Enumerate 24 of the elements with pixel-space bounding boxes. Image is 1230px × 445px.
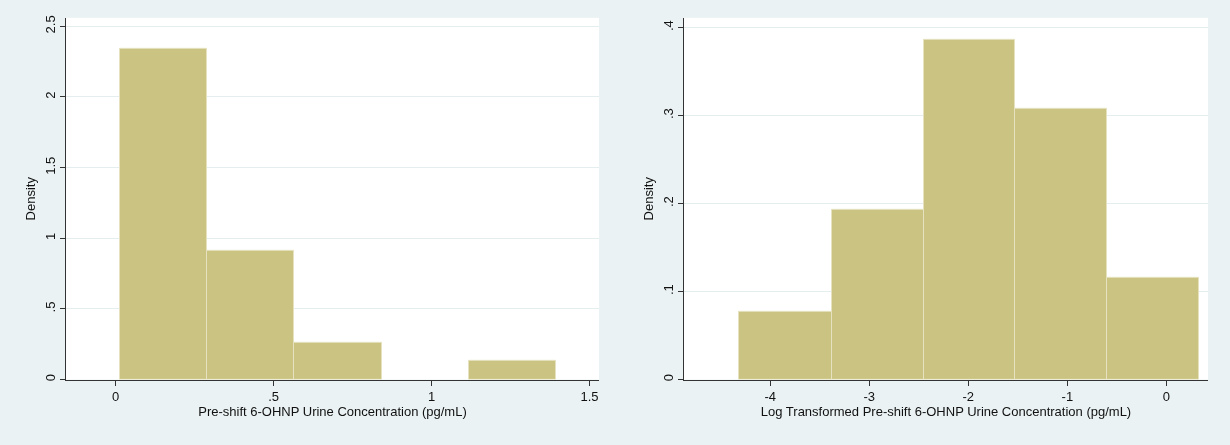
y-axis-title: Density xyxy=(640,176,656,221)
x-tick-label: 0 xyxy=(111,389,120,405)
y-tick-label: 2 xyxy=(42,91,58,99)
x-tick-label: -2 xyxy=(962,389,975,405)
y-tick-label: 1.5 xyxy=(42,156,58,175)
y-tick-label: .4 xyxy=(660,20,676,32)
y-tick-label: .5 xyxy=(42,301,58,313)
y-tick-label: 1 xyxy=(42,232,58,240)
x-axis-title: Pre-shift 6-OHNP Urine Concentration (pg/mL) xyxy=(198,404,467,420)
x-tick-label: 0 xyxy=(1162,389,1171,405)
y-tick-label: 0 xyxy=(660,374,676,382)
y-tick-label: .2 xyxy=(660,196,676,208)
y-axis-title: Density xyxy=(22,176,38,221)
x-tick-label: 1.5 xyxy=(580,389,599,405)
y-tick-label: 0 xyxy=(42,374,58,382)
x-tick-label: -4 xyxy=(764,389,776,405)
y-tick-label: .3 xyxy=(660,108,676,120)
y-tick-label: .1 xyxy=(660,284,676,296)
x-tick-label: .5 xyxy=(268,389,279,405)
y-tick-label: 2.5 xyxy=(42,15,58,34)
x-tick-label: 1 xyxy=(427,389,436,405)
x-axis-title: Log Transformed Pre-shift 6-OHNP Urine Concentration (pg/mL) xyxy=(760,404,1132,420)
x-tick-label: -3 xyxy=(863,389,876,405)
x-tick-label: -1 xyxy=(1061,389,1074,405)
